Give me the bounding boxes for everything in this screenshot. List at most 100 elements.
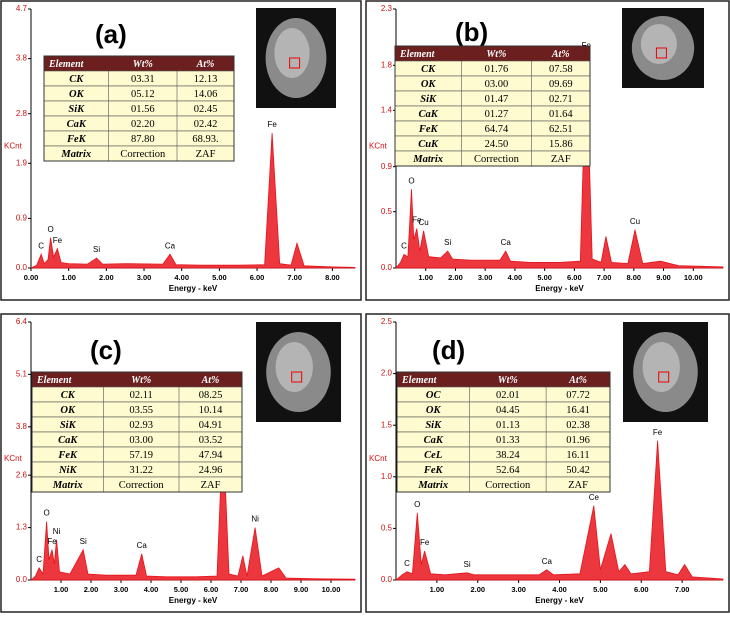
table-cell: 02.42 [194, 119, 218, 130]
table-cell: 24.50 [485, 139, 509, 150]
x-tick-label: 7.00 [597, 273, 612, 282]
table-cell: CK [61, 390, 76, 401]
x-tick-label: 1.00 [418, 273, 433, 282]
peak-label: C [36, 555, 42, 564]
table-cell: 16.41 [566, 405, 590, 416]
table-cell: 01.47 [485, 94, 509, 105]
table-cell: 10.14 [199, 405, 223, 416]
table-cell: 03.00 [485, 79, 509, 90]
table-cell: CeL [424, 450, 442, 461]
peak-label: Ca [165, 241, 176, 250]
table-cell: 16.11 [566, 450, 589, 461]
table-cell: 03.00 [129, 435, 153, 446]
peak-label: Ca [501, 238, 512, 247]
y-tick-label: 3.8 [16, 422, 28, 431]
table-cell: ZAF [201, 480, 221, 491]
peak-label: Fe [420, 538, 430, 547]
table-cell: 01.96 [566, 435, 590, 446]
y-axis-title: KCnt [369, 141, 388, 150]
x-tick-label: 2.00 [448, 273, 463, 282]
table-cell: 02.20 [131, 119, 155, 130]
table-cell: 04.45 [496, 405, 520, 416]
table-cell: 01.56 [131, 104, 155, 115]
x-tick-label: 1.00 [61, 273, 76, 282]
table-cell: 08.25 [199, 390, 223, 401]
table-border [31, 371, 243, 493]
panel-label: (a) [95, 19, 127, 49]
y-tick-label: 2.0 [381, 369, 393, 378]
table-cell: Correction [474, 154, 520, 165]
table-cell: 05.12 [131, 89, 155, 100]
x-axis-title: Energy - keV [169, 596, 218, 605]
table-header: Wt% [486, 49, 506, 60]
table-cell: NiK [58, 465, 78, 476]
table-cell: 07.58 [549, 64, 573, 75]
table-cell: 02.38 [566, 420, 590, 431]
peak-label: Ce [589, 493, 600, 502]
table-cell: Matrix [60, 149, 91, 160]
y-tick-label: 2.6 [16, 470, 28, 479]
peak-label: Fe [47, 537, 57, 546]
table-header: Element [36, 375, 73, 386]
x-tick-label: 3.00 [114, 585, 129, 594]
x-tick-label: 10.00 [322, 585, 341, 594]
x-tick-label: 4.00 [174, 273, 189, 282]
peak-label: Cu [630, 217, 640, 226]
x-tick-label: 5.00 [537, 273, 552, 282]
x-tick-label: 8.00 [325, 273, 340, 282]
table-cell: CuK [418, 139, 439, 150]
table-cell: Matrix [417, 480, 448, 491]
table-cell: 12.13 [194, 74, 218, 85]
x-axis-title: Energy - keV [535, 284, 584, 293]
peak-label: C [401, 242, 407, 251]
panel-label: (d) [432, 335, 465, 365]
table-header-bg [44, 56, 234, 71]
x-tick-label: 2.00 [84, 585, 99, 594]
table-cell: FeK [418, 124, 439, 135]
y-tick-label: 1.5 [381, 420, 393, 429]
y-tick-label: 0.5 [381, 524, 393, 533]
table-cell: 57.19 [129, 450, 153, 461]
y-tick-label: 1.4 [381, 105, 393, 114]
table-cell: SiK [425, 420, 442, 431]
x-tick-label: 4.00 [508, 273, 523, 282]
x-tick-label: 9.00 [294, 585, 309, 594]
y-tick-label: 4.7 [16, 4, 28, 13]
peak-label: Ni [53, 527, 61, 536]
peak-label: Si [93, 245, 100, 254]
y-tick-label: 1.9 [16, 158, 28, 167]
y-axis-title: KCnt [4, 454, 23, 463]
table-cell: 01.13 [496, 420, 520, 431]
table-header: At% [196, 59, 215, 70]
x-tick-label: 7.00 [287, 273, 302, 282]
table-header: At% [568, 375, 587, 386]
y-axis-title: KCnt [369, 454, 388, 463]
x-tick-label: 6.00 [567, 273, 582, 282]
table-header-bg [32, 372, 242, 387]
y-tick-label: 2.3 [381, 4, 393, 13]
sem-region [291, 371, 303, 383]
table-cell: 64.74 [485, 124, 509, 135]
x-tick-label: 3.00 [511, 585, 526, 594]
table-cell: OK [426, 405, 442, 416]
table-cell: 03.31 [131, 74, 155, 85]
x-axis-title: Energy - keV [535, 596, 584, 605]
x-tick-label: 1.00 [430, 585, 445, 594]
peak-label: Fe [653, 428, 663, 437]
table-cell: ZAF [196, 149, 216, 160]
panel-label: (c) [90, 335, 122, 365]
peak-label: C [404, 559, 410, 568]
x-tick-label: 4.00 [552, 585, 567, 594]
table-cell: SiK [60, 420, 77, 431]
table-header: At% [551, 49, 570, 60]
table-header: Element [48, 59, 85, 70]
table-cell: 50.42 [566, 465, 590, 476]
y-tick-label: 1.3 [16, 523, 28, 532]
table-cell: Matrix [52, 480, 83, 491]
y-tick-label: 0.0 [381, 575, 393, 584]
table-cell: FeK [57, 450, 78, 461]
table-cell: 09.69 [549, 79, 573, 90]
spectrum [29, 428, 356, 581]
peak-label: O [47, 225, 53, 234]
